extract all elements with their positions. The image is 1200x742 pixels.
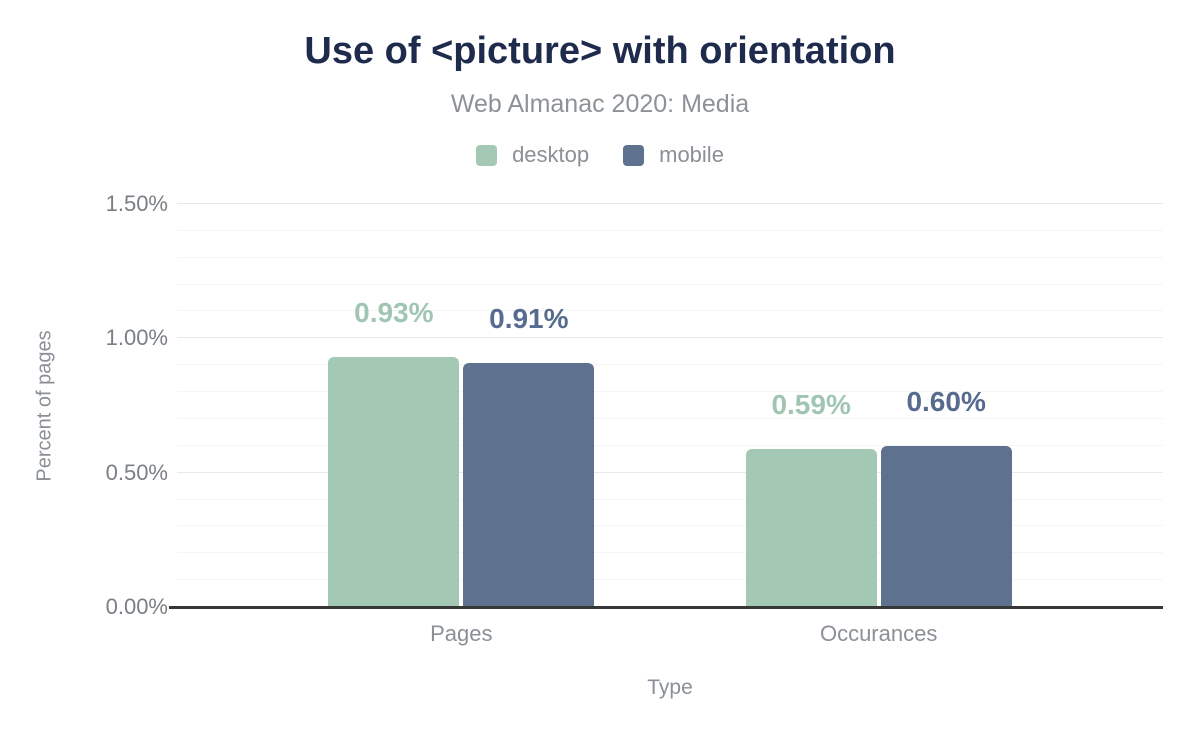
bar-wrap-pages-mobile: 0.91%	[463, 204, 595, 607]
legend-item-mobile[interactable]: mobile	[623, 142, 724, 168]
bar-groups: 0.93% 0.91% 0.59% 0.60%	[177, 204, 1163, 607]
gridline	[177, 310, 1163, 312]
gridline	[177, 256, 1163, 258]
bar-occurances-desktop[interactable]: 0.59%	[745, 390, 877, 607]
gridline	[177, 203, 1163, 204]
y-tick-0.00: 0.00%	[105, 594, 168, 619]
gridline	[177, 417, 1163, 419]
gridline	[177, 444, 1163, 446]
legend-label-desktop: desktop	[512, 142, 590, 167]
gridline	[177, 471, 1163, 473]
desktop-swatch-icon	[476, 144, 498, 166]
y-axis-ticks: 0.00% 0.50% 1.00% 1.50%	[0, 193, 168, 618]
chart-title: Use of <picture> with orientation	[304, 30, 896, 72]
x-category-occurances: Occurances	[819, 621, 938, 646]
gridline	[177, 552, 1163, 554]
legend: desktop mobile	[0, 142, 1200, 168]
x-axis-line	[169, 606, 1163, 609]
bar-wrap-occurances-mobile: 0.60%	[880, 204, 1012, 607]
bar-value-label-pages-mobile: 0.91%	[489, 302, 569, 334]
y-tick-1.00: 1.00%	[105, 325, 168, 351]
bar-value-label-pages-desktop: 0.93%	[354, 297, 434, 329]
bar-wrap-pages-desktop: 0.93%	[328, 204, 460, 607]
bar-wrap-occurances-desktop: 0.59%	[745, 204, 877, 607]
bar-group-pages: 0.93% 0.91%	[328, 204, 595, 607]
gridline	[177, 391, 1163, 393]
bar-group-occurances: 0.59% 0.60%	[745, 204, 1012, 607]
gridline	[177, 579, 1163, 581]
chart-subtitle: Web Almanac 2020: Media	[450, 90, 750, 118]
gridline	[177, 337, 1163, 339]
gridline	[177, 283, 1163, 285]
gridline	[177, 525, 1163, 527]
bar-pages-mobile[interactable]: 0.91%	[463, 304, 595, 607]
legend-label-mobile: mobile	[659, 142, 724, 167]
plot-area: 0.93% 0.91% 0.59% 0.60%	[169, 203, 1163, 609]
x-axis-category-labels: Pages Occurances	[177, 621, 1163, 647]
bar-value-label-occurances-desktop: 0.59%	[771, 388, 851, 420]
y-tick-1.50: 1.50%	[105, 191, 168, 216]
y-tick-0.50: 0.50%	[105, 459, 168, 485]
gridline	[177, 229, 1163, 231]
x-axis-title: Type	[647, 676, 693, 699]
x-category-pages: Pages	[430, 621, 493, 646]
gridline	[177, 498, 1163, 500]
bar-value-label-occurances-mobile: 0.60%	[906, 385, 986, 417]
legend-item-desktop[interactable]: desktop	[476, 142, 589, 168]
gridline	[177, 364, 1163, 366]
mobile-swatch-icon	[623, 144, 645, 166]
bar-pages-desktop[interactable]: 0.93%	[328, 299, 460, 607]
bar-occurances-mobile[interactable]: 0.60%	[880, 387, 1012, 607]
